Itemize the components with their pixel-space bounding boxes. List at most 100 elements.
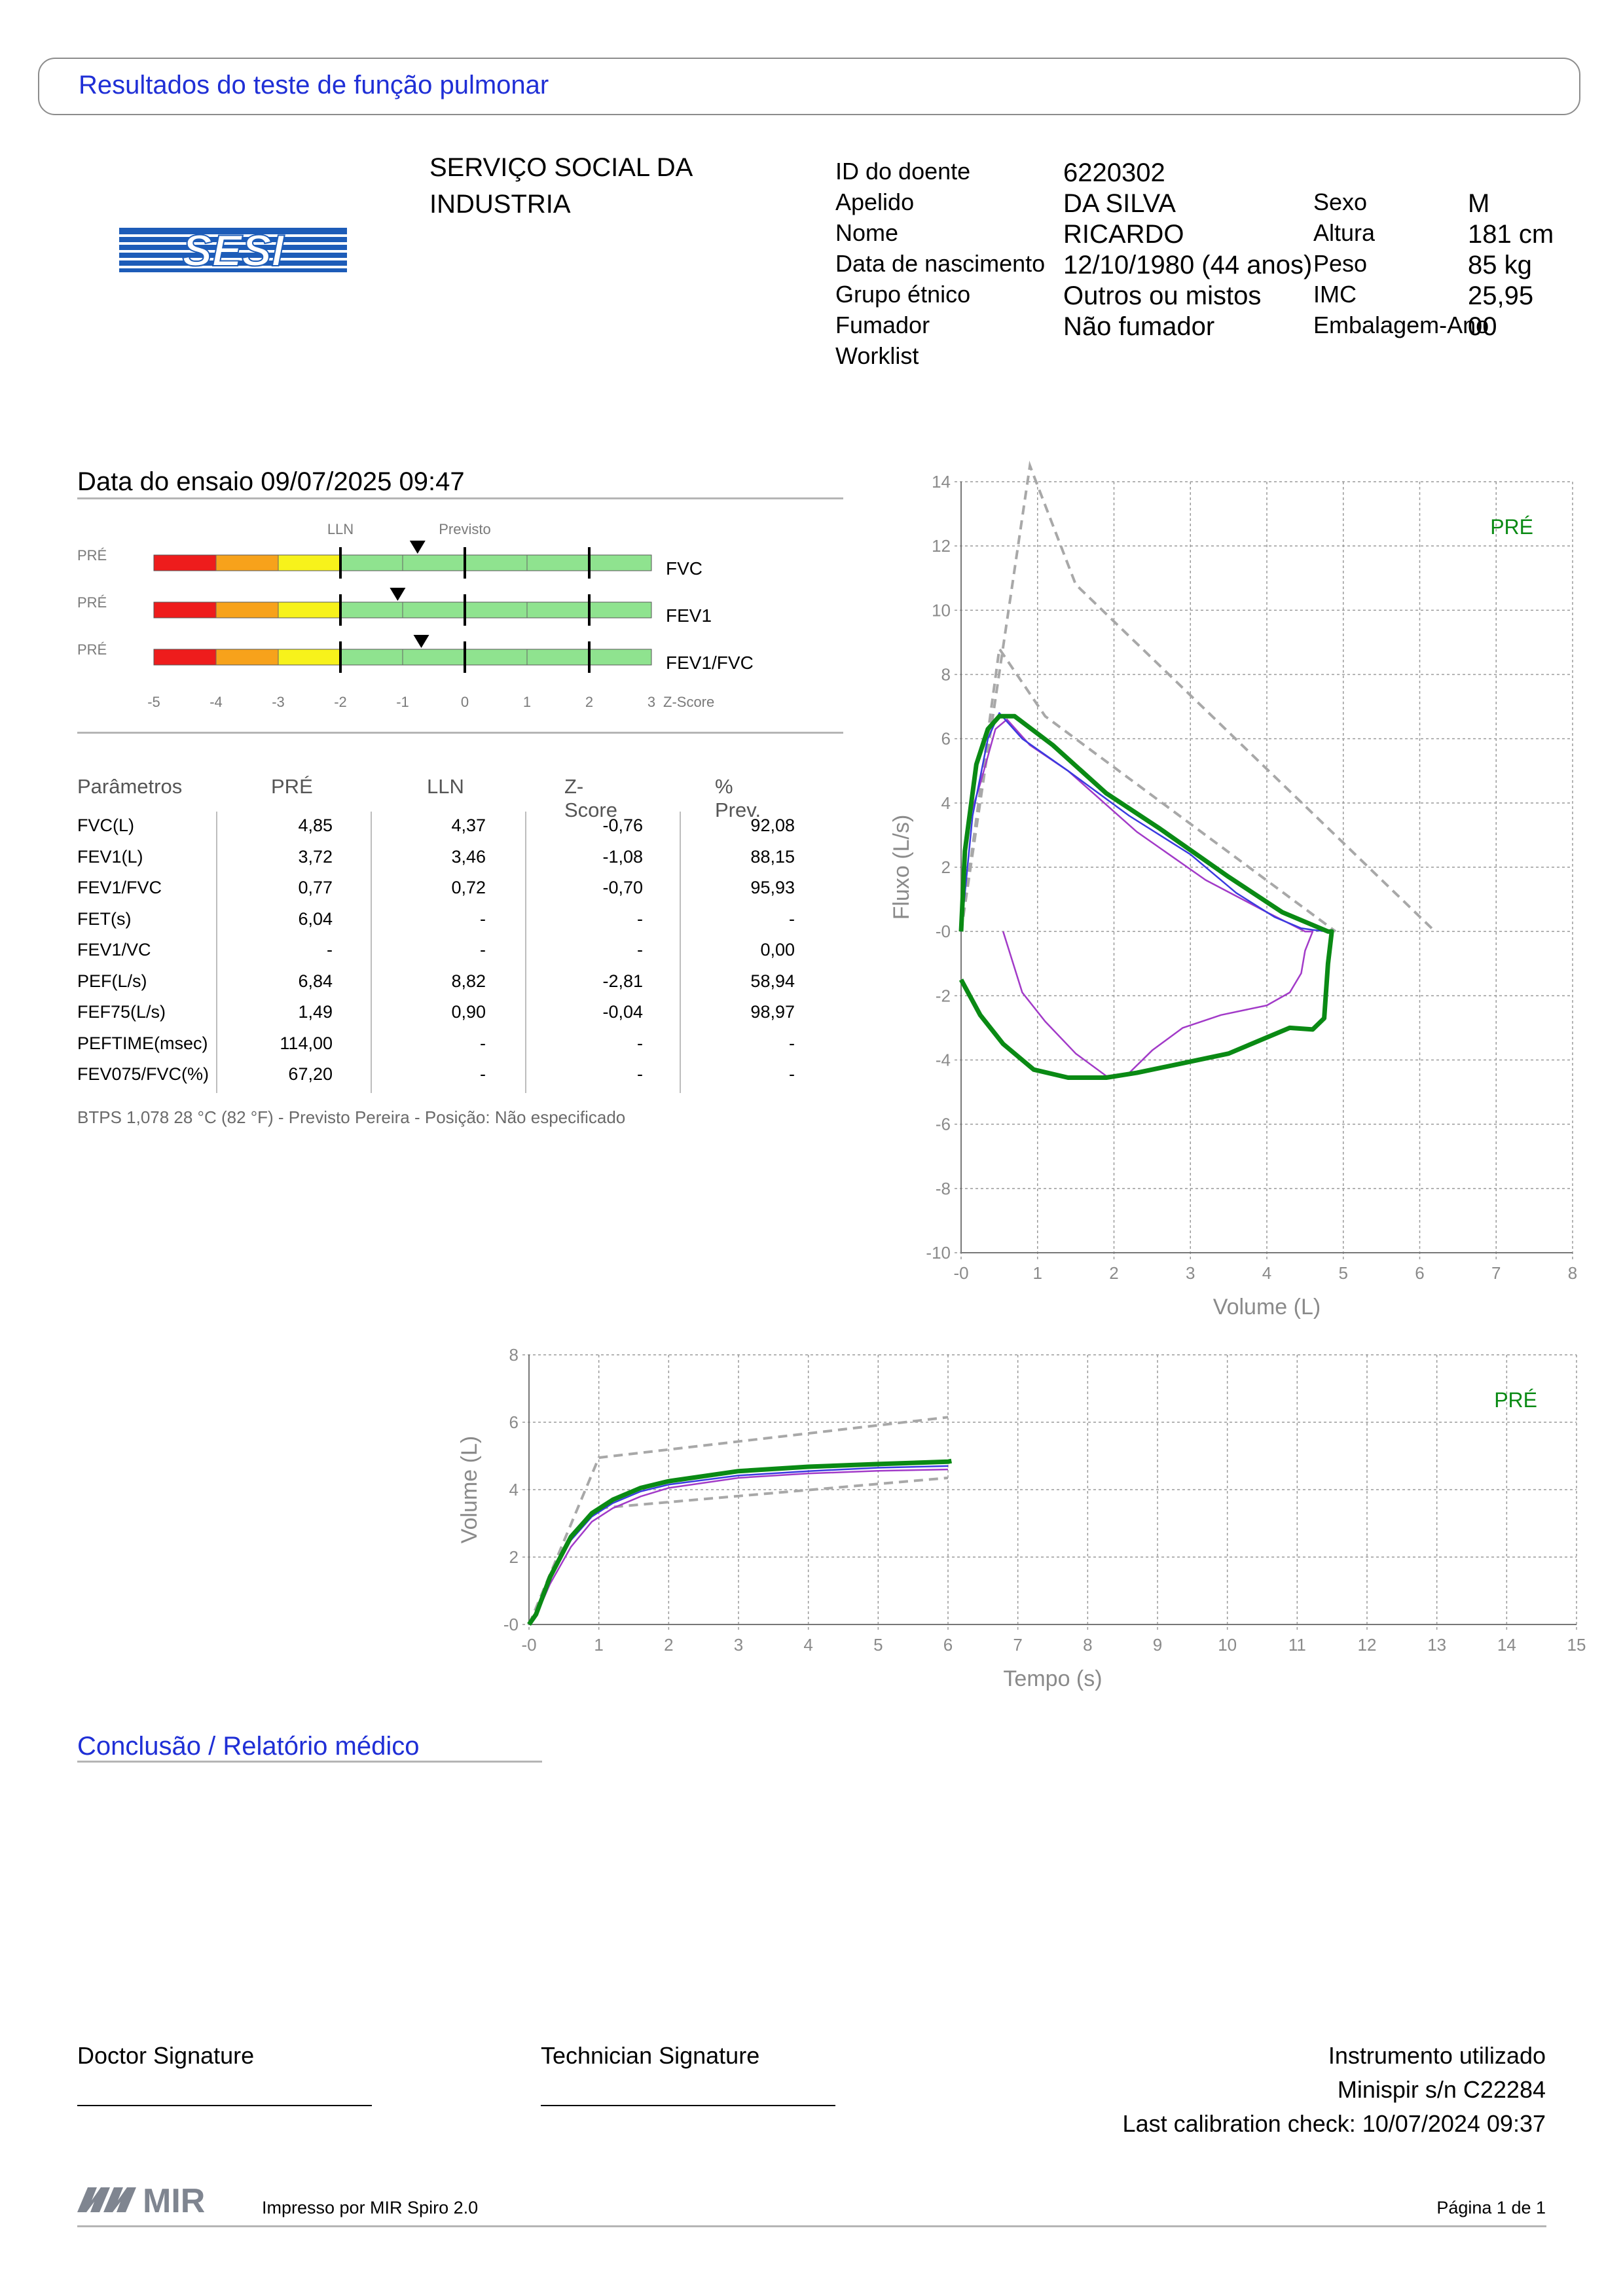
zscore-axis-tick: -4 xyxy=(210,694,223,710)
table-cell: -0,04 xyxy=(602,1002,643,1022)
table-column-separator xyxy=(216,812,217,1093)
table-cell: - xyxy=(637,940,643,960)
flow-volume-chart: -0 1 2 3 4 5 6 7 8-10-8-6-4-2-02468101214Volume … xyxy=(889,460,1577,1319)
x-tick-label: 13 xyxy=(1427,1635,1446,1655)
x-axis-title: Tempo (s) xyxy=(1003,1666,1102,1691)
y-tick-label: 8 xyxy=(941,665,951,685)
series-predicted-lower xyxy=(598,1477,949,1510)
y-tick-label: -0 xyxy=(936,922,951,941)
zscore-bar-name: FEV1/FVC xyxy=(666,653,754,673)
series-predicted-upper xyxy=(960,460,1436,933)
x-tick-label: 7 xyxy=(1491,1263,1501,1283)
table-cell: - xyxy=(327,940,333,960)
phase-annotation: PRÉ xyxy=(1490,515,1533,539)
zscore-axis-tick: 2 xyxy=(585,694,593,710)
zscore-segment xyxy=(340,601,652,619)
table-cell: - xyxy=(637,908,643,929)
zscore-bars: LLN Previsto PRÉ FVC PRÉ FEV1 PRÉ FEV1/FVC -5 -4 -… xyxy=(77,521,754,710)
table-cell: -0,76 xyxy=(602,816,643,835)
y-tick-label: 6 xyxy=(941,729,951,749)
zscore-bar-name: FVC xyxy=(666,558,702,579)
x-tick-label: -0 xyxy=(521,1635,536,1655)
table-cell: 67,20 xyxy=(288,1064,333,1084)
y-tick-label: -8 xyxy=(936,1179,951,1198)
patient-id-value: 6220302 xyxy=(1063,158,1165,187)
x-tick-label: 9 xyxy=(1153,1635,1162,1655)
patient-ethnic-label: Grupo étnico xyxy=(835,281,971,308)
x-tick-label: 1 xyxy=(1033,1263,1042,1283)
series-best xyxy=(958,713,1334,1080)
table-column-separator xyxy=(525,812,526,1093)
y-tick-label: 6 xyxy=(509,1412,519,1432)
x-tick-label: 6 xyxy=(1415,1263,1424,1283)
zscore-segment xyxy=(153,554,217,571)
table-row-label: FEV1/VC xyxy=(77,940,151,960)
lln-label: LLN xyxy=(327,521,354,537)
x-tick-label: 2 xyxy=(1109,1263,1118,1283)
report-header: Resultados do teste de função pulmonar xyxy=(38,58,1580,115)
zscore-axis-tick: -2 xyxy=(334,694,347,710)
patient-smoker-value: Não fumador xyxy=(1063,312,1215,341)
table-header-cell: Parâmetros xyxy=(77,775,183,798)
table-row-label: FEF75(L/s) xyxy=(77,1002,166,1022)
table-column-separator xyxy=(680,812,681,1093)
table-cell: -1,08 xyxy=(602,846,643,867)
table-cell: 6,84 xyxy=(298,971,333,991)
printed-by: Impresso por MIR Spiro 2.0 xyxy=(262,2198,479,2217)
patient-bmi-value: 25,95 xyxy=(1468,281,1534,310)
table-cell: - xyxy=(480,908,486,929)
zscore-segment xyxy=(340,554,652,571)
table-cell: 3,46 xyxy=(451,846,486,867)
table-row-label: PEFTIME(msec) xyxy=(77,1033,208,1053)
patient-weight-value: 85 kg xyxy=(1468,251,1532,279)
patient-bmi-label: IMC xyxy=(1313,281,1357,308)
patient-surname-label: Apelido xyxy=(835,188,915,215)
zscore-axis-tick: -1 xyxy=(396,694,409,710)
patient-dob-value: 12/10/1980 (44 anos) xyxy=(1063,251,1313,279)
x-tick-label: 8 xyxy=(1083,1635,1092,1655)
y-tick-label: 2 xyxy=(509,1547,519,1567)
sesi-logo-text: SESI xyxy=(183,228,285,272)
patient-height-label: Altura xyxy=(1313,219,1376,246)
table-cell: 0,00 xyxy=(760,940,795,960)
table-cell: 3,72 xyxy=(298,846,333,867)
x-tick-label: 1 xyxy=(594,1635,603,1655)
y-tick-label: 14 xyxy=(932,472,951,492)
table-cell: -0,70 xyxy=(602,878,643,897)
x-tick-label: 7 xyxy=(1013,1635,1022,1655)
table-row-label: FET(s) xyxy=(77,908,132,929)
zscore-segment xyxy=(340,649,652,666)
table-header-cell: LLN xyxy=(427,775,464,798)
patient-ethnic-value: Outros ou mistos xyxy=(1063,281,1262,310)
zscore-marker xyxy=(413,635,429,648)
patient-worklist-label: Worklist xyxy=(835,342,919,369)
table-row-label: PEF(L/s) xyxy=(77,971,147,991)
footer-rule xyxy=(77,2225,1546,2227)
table-cell: - xyxy=(789,1064,795,1084)
divider xyxy=(77,497,843,499)
table-cell: - xyxy=(480,1064,486,1084)
patient-weight-label: Peso xyxy=(1313,250,1368,277)
organization-line2: INDUSTRIA xyxy=(429,190,571,219)
zscore-axis-title: Z-Score xyxy=(663,694,714,710)
patient-smoker-label: Fumador xyxy=(835,312,930,338)
zscore-axis-tick: 0 xyxy=(461,694,469,710)
report-title: Resultados do teste de função pulmonar xyxy=(79,71,549,99)
zscore-segment xyxy=(153,649,217,666)
technician-signature-label: Technician Signature xyxy=(541,2042,760,2069)
sesi-logo: SESI xyxy=(119,228,347,272)
table-cell: 98,97 xyxy=(750,1002,795,1022)
organization-name: SERVIÇO SOCIAL DA INDUSTRIA xyxy=(429,149,783,223)
test-date: Data do ensaio 09/07/2025 09:47 xyxy=(77,467,465,496)
mir-logo-text: MIR xyxy=(143,2182,205,2219)
x-tick-label: 12 xyxy=(1358,1635,1377,1655)
zscore-phase-label: PRÉ xyxy=(77,641,107,658)
table-cell: 58,94 xyxy=(750,971,795,991)
patient-packyears-value: 00 xyxy=(1468,312,1497,341)
x-tick-label: 4 xyxy=(1262,1263,1271,1283)
table-header-cell: PRÉ xyxy=(271,775,313,798)
y-tick-label: 10 xyxy=(932,600,951,620)
y-tick-label: -10 xyxy=(926,1243,951,1263)
patient-name-label: Nome xyxy=(835,219,899,246)
zscore-segment xyxy=(278,649,341,666)
